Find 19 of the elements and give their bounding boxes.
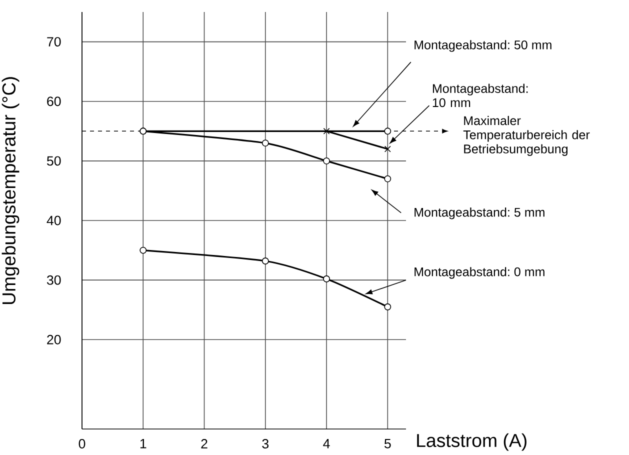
y-axis-title: Umgebungstemperatur (°C) [2,77,20,304]
x-tick-label: 0 [78,439,86,448]
y-tick-label: 60 [47,96,61,106]
text: Montageabstand: 0 mm [414,267,544,279]
x-axis-title: Laststrom (A) [417,433,526,451]
y-tick-label: 70 [47,37,61,47]
text: Montageabstand: 10 mm [432,84,528,108]
x-tick-label: 3 [262,439,269,448]
text: Montageabstand: 50 mm [414,40,552,52]
text: Montageabstand: 5 mm [414,208,544,220]
y-tick-label: 40 [46,216,61,226]
y-tick-label: 30 [46,275,61,285]
x-tick-label: 4 [323,439,330,448]
x-tick-label: 5 [384,439,391,448]
ref-line-label: Maximaler Temperaturbereich der Betriebsumgebung [463,116,590,156]
x-tick-label: 1 [140,439,146,448]
y-tick-label: 50 [47,156,61,166]
y-tick-label: 20 [47,334,61,344]
x-tick-label: 2 [201,439,208,448]
